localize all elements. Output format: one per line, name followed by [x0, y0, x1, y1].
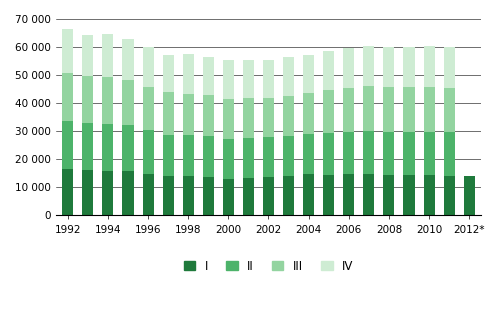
Bar — [283, 96, 294, 136]
Bar — [263, 60, 274, 98]
Bar — [243, 60, 254, 98]
Bar — [383, 132, 394, 175]
Bar — [283, 176, 294, 215]
Bar — [303, 174, 314, 215]
Bar — [122, 39, 133, 80]
Bar — [303, 55, 314, 93]
Bar — [303, 134, 314, 174]
Bar — [283, 57, 294, 96]
Bar — [183, 94, 194, 135]
Bar — [403, 47, 414, 87]
Bar — [363, 86, 374, 131]
Bar — [343, 48, 354, 88]
Bar — [223, 179, 234, 215]
Bar — [323, 133, 334, 175]
Bar — [343, 132, 354, 174]
Bar — [102, 77, 113, 124]
Bar — [102, 124, 113, 171]
Bar — [163, 176, 174, 215]
Bar — [423, 175, 434, 215]
Bar — [102, 171, 113, 215]
Bar — [363, 131, 374, 174]
Bar — [303, 93, 314, 134]
Bar — [82, 35, 93, 76]
Bar — [62, 121, 73, 169]
Bar — [122, 80, 133, 125]
Bar — [343, 88, 354, 132]
Bar — [122, 171, 133, 215]
Bar — [62, 73, 73, 121]
Bar — [82, 76, 93, 123]
Bar — [323, 51, 334, 90]
Bar — [443, 175, 454, 215]
Bar — [183, 176, 194, 215]
Bar — [102, 34, 113, 77]
Bar — [243, 177, 254, 215]
Bar — [183, 135, 194, 176]
Bar — [223, 60, 234, 99]
Bar — [143, 131, 154, 174]
Bar — [163, 134, 174, 176]
Bar — [403, 132, 414, 175]
Bar — [82, 170, 93, 215]
Bar — [343, 174, 354, 215]
Bar — [383, 175, 394, 215]
Bar — [243, 138, 254, 177]
Bar — [323, 175, 334, 215]
Bar — [423, 87, 434, 132]
Bar — [423, 46, 434, 87]
Bar — [323, 90, 334, 133]
Bar — [203, 94, 214, 136]
Bar — [283, 136, 294, 176]
Bar — [263, 177, 274, 215]
Bar — [363, 174, 374, 215]
Bar — [163, 92, 174, 134]
Bar — [243, 98, 254, 138]
Bar — [143, 174, 154, 215]
Bar — [203, 57, 214, 94]
Bar — [62, 169, 73, 215]
Bar — [383, 87, 394, 132]
Bar — [403, 175, 414, 215]
Bar — [183, 54, 194, 94]
Bar — [223, 99, 234, 139]
Bar — [203, 177, 214, 215]
Bar — [443, 88, 454, 133]
Bar — [363, 46, 374, 86]
Bar — [423, 132, 434, 175]
Legend: I, II, III, IV: I, II, III, IV — [179, 255, 358, 277]
Bar — [443, 133, 454, 175]
Bar — [383, 47, 394, 87]
Bar — [122, 125, 133, 171]
Bar — [82, 123, 93, 170]
Bar — [443, 47, 454, 88]
Bar — [263, 98, 274, 137]
Bar — [143, 87, 154, 131]
Bar — [163, 55, 174, 92]
Bar — [263, 137, 274, 177]
Bar — [403, 87, 414, 132]
Bar — [464, 175, 475, 215]
Bar — [223, 139, 234, 179]
Bar — [62, 29, 73, 73]
Bar — [143, 47, 154, 87]
Bar — [203, 136, 214, 177]
